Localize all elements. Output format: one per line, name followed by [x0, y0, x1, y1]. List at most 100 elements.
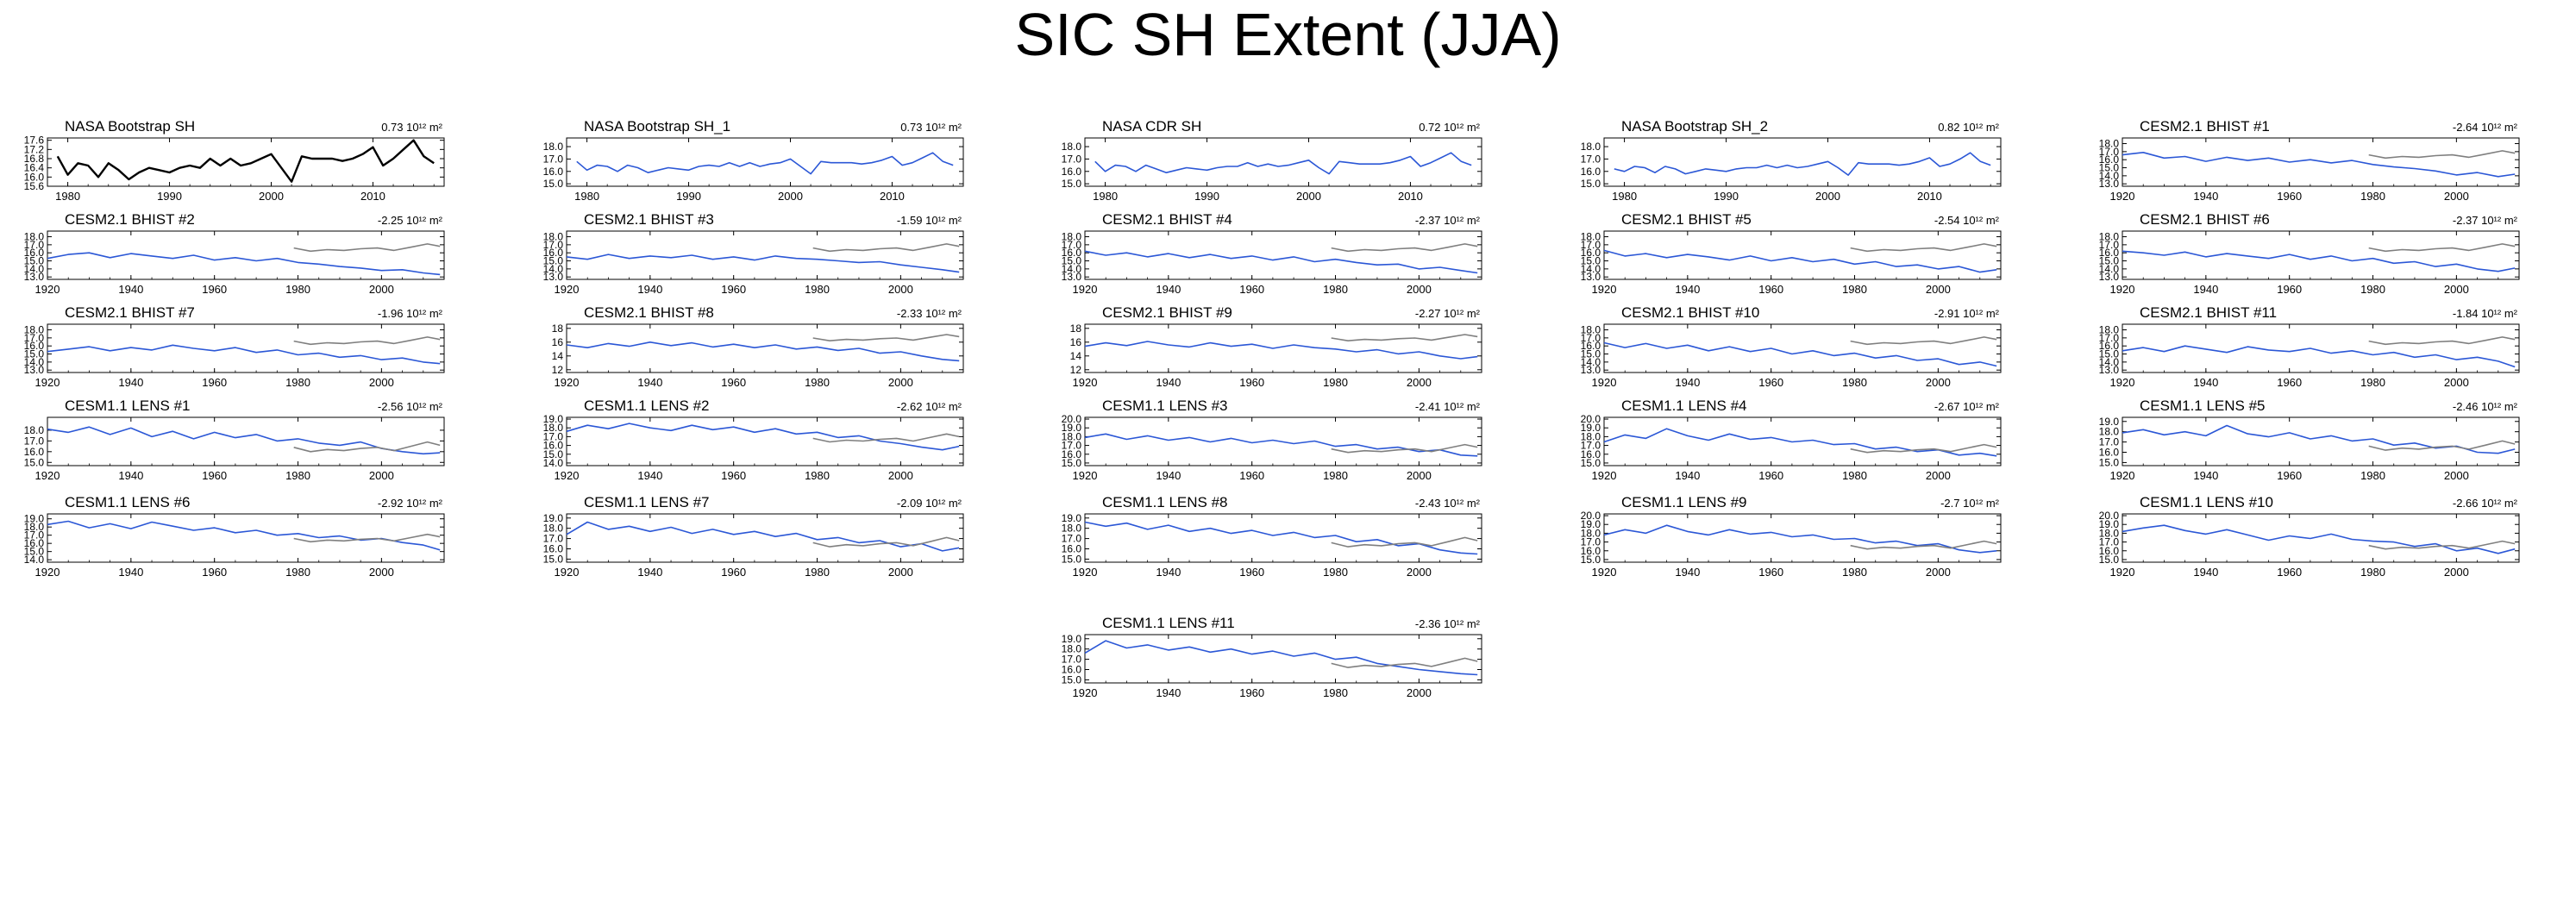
model-series-line	[47, 520, 441, 551]
plot-frame	[2122, 513, 2520, 563]
obs-series-line	[56, 139, 435, 183]
x-tick-label: 1940	[2193, 566, 2218, 579]
model-series-line	[2122, 524, 2516, 554]
y-tick-label: 13.0	[1062, 271, 1082, 283]
x-tick-label: 1920	[2110, 190, 2135, 203]
chart-panel: CESM1.1 LENS #4 -2.67 10¹² m² 1920 1940 1960…	[1581, 398, 2002, 482]
chart-panel: CESM2.1 BHIST #11 -1.84 10¹² m² 1920 1940 19…	[2099, 304, 2520, 389]
chart-panel: CESM2.1 BHIST #7 -1.96 10¹² m² 1920 1940 196…	[24, 304, 445, 389]
y-tick-label: 16.4	[24, 162, 45, 174]
x-tick-label: 2000	[888, 566, 913, 579]
trend-label: -2.36 10¹² m²	[1415, 617, 1481, 630]
x-tick-label: 1920	[555, 566, 580, 579]
x-tick-label: 1960	[721, 469, 746, 482]
y-tick-label: 14.0	[2099, 170, 2120, 182]
model-series-line	[47, 426, 441, 455]
x-tick-label: 1990	[157, 190, 182, 203]
obs-overlay-line	[812, 536, 960, 548]
x-tick-label: 1980	[2360, 469, 2385, 482]
chart-panel: CESM1.1 LENS #11 -2.36 10¹² m² 1920 1940 196…	[1062, 615, 1482, 699]
x-tick-label: 2000	[1815, 190, 1840, 203]
panel-title: CESM2.1 BHIST #2	[65, 211, 195, 228]
plot-frame	[47, 416, 445, 466]
plot-frame	[47, 513, 445, 563]
y-tick-label: 19.0	[1581, 518, 1601, 530]
obs-overlay-line	[1331, 243, 1478, 253]
y-tick-label: 15.0	[1581, 457, 1601, 469]
y-tick-label: 14.0	[1581, 263, 1601, 275]
y-tick-label: 14	[552, 350, 564, 362]
x-tick-label: 1920	[1592, 469, 1617, 482]
x-tick-label: 1940	[1675, 376, 1700, 389]
y-tick-label: 13.0	[1581, 364, 1601, 376]
chart-panel: NASA Bootstrap SH_1 0.73 10¹² m² 1980 1990 2…	[543, 118, 964, 203]
plot-frame	[1084, 416, 1482, 466]
y-tick-label: 14.0	[2099, 263, 2120, 275]
x-tick-label: 1980	[1842, 469, 1867, 482]
y-tick-label: 17.0	[1062, 153, 1082, 165]
obs-overlay-line	[293, 336, 441, 346]
y-tick-label: 15.0	[1062, 255, 1082, 267]
obs-overlay-line	[1331, 443, 1478, 454]
x-tick-label: 1940	[118, 376, 143, 389]
y-tick-label: 14.0	[24, 554, 45, 566]
y-tick-label: 17.0	[543, 533, 564, 545]
y-tick-label: 15.0	[24, 255, 45, 267]
y-tick-label: 17.0	[2099, 536, 2120, 548]
y-tick-label: 16.0	[1581, 340, 1601, 352]
plot-frame	[566, 137, 964, 187]
x-tick-label: 1940	[2193, 190, 2218, 203]
x-tick-label: 1920	[555, 469, 580, 482]
model-series-line	[566, 254, 960, 273]
y-tick-label: 17.0	[1581, 440, 1601, 452]
panel-title: CESM2.1 BHIST #6	[2140, 211, 2270, 228]
trend-label: -2.64 10¹² m²	[2453, 121, 2518, 134]
panel-title: NASA Bootstrap SH_1	[584, 118, 730, 135]
y-tick-label: 16.0	[1062, 448, 1082, 460]
y-tick-label: 17.0	[24, 529, 45, 542]
chart-panel: CESM2.1 BHIST #10 -2.91 10¹² m² 1920 1940 19…	[1581, 304, 2002, 389]
y-tick-label: 14	[1070, 350, 1082, 362]
y-tick-label: 18.0	[543, 141, 564, 153]
y-tick-label: 18.0	[2099, 527, 2120, 539]
x-tick-label: 1960	[202, 376, 227, 389]
y-tick-label: 15.0	[543, 553, 564, 565]
y-tick-label: 20.0	[1581, 510, 1601, 522]
chart-panel: NASA CDR SH 0.72 10¹² m² 1980 1990 2000 2010 1…	[1062, 118, 1482, 203]
y-tick-label: 13.0	[1581, 271, 1601, 283]
y-tick-label: 19.0	[1062, 633, 1082, 645]
y-tick-label: 15.0	[1581, 255, 1601, 267]
x-tick-label: 1960	[721, 283, 746, 296]
y-tick-label: 14.0	[2099, 356, 2120, 368]
x-tick-label: 1960	[1758, 283, 1783, 296]
x-tick-label: 1940	[637, 469, 662, 482]
y-tick-label: 15.0	[1581, 554, 1601, 566]
y-tick-label: 18.0	[24, 231, 45, 243]
x-tick-label: 2010	[360, 190, 385, 203]
trend-label: -2.37 10¹² m²	[1415, 214, 1481, 227]
model-series-line	[1084, 341, 1478, 360]
x-tick-label: 1980	[1842, 376, 1867, 389]
model-series-line	[1084, 521, 1478, 555]
y-tick-label: 15.0	[2099, 456, 2120, 468]
x-tick-label: 1980	[2360, 376, 2385, 389]
panel-title: CESM1.1 LENS #11	[1102, 615, 1235, 631]
y-tick-label: 17.0	[1581, 332, 1601, 344]
trend-label: -2.09 10¹² m²	[897, 497, 962, 510]
trend-label: -2.56 10¹² m²	[378, 400, 443, 413]
x-tick-label: 1920	[2110, 283, 2135, 296]
x-tick-label: 2010	[1917, 190, 1942, 203]
y-tick-label: 18.0	[24, 324, 45, 336]
y-tick-label: 13.0	[2099, 364, 2120, 376]
y-tick-label: 16.0	[543, 166, 564, 178]
trend-label: -2.54 10¹² m²	[1934, 214, 2000, 227]
x-tick-label: 1980	[1323, 283, 1348, 296]
y-tick-label: 15.0	[1062, 553, 1082, 565]
y-tick-label: 16.8	[24, 153, 45, 165]
x-tick-label: 1940	[2193, 376, 2218, 389]
panel-title: NASA Bootstrap SH	[65, 118, 195, 135]
obs-overlay-line	[1850, 540, 1997, 550]
y-tick-label: 18.0	[2099, 324, 2120, 336]
y-tick-label: 16.0	[24, 340, 45, 352]
y-tick-label: 17.0	[2099, 239, 2120, 251]
